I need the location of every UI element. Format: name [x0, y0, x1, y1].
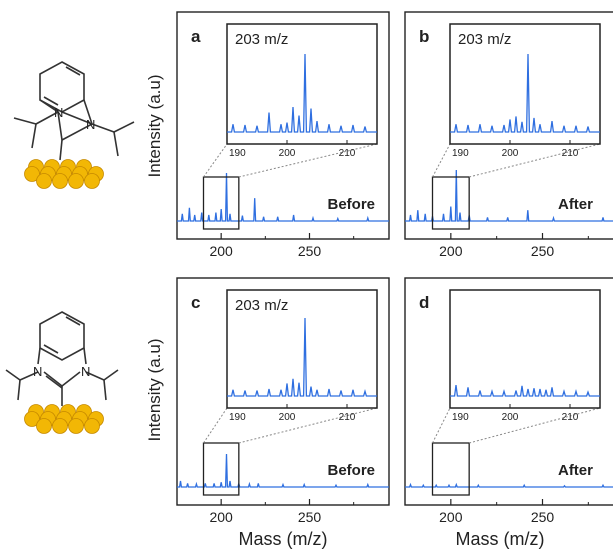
- state-label: Before: [327, 196, 375, 213]
- gold-surface-icon: [24, 404, 104, 434]
- x-axis-label-left: Mass (m/z): [239, 529, 328, 549]
- x-tick-label: 250: [298, 509, 322, 525]
- state-label: Before: [327, 462, 375, 479]
- x-tick-label: 250: [531, 509, 555, 525]
- panel-letter: d: [419, 293, 429, 312]
- inset-spectrum-line: [227, 53, 377, 133]
- zoom-region-box: [202, 442, 240, 496]
- plot-frame: [404, 11, 613, 240]
- spectrum-panel-b: 200 250 190 200 210 203 m/z b After: [404, 11, 613, 259]
- zoom-connector: [432, 407, 451, 444]
- inset-spectrum-line: [227, 317, 377, 397]
- spectrum-line: [177, 172, 389, 222]
- gold-atom: [36, 418, 52, 434]
- spectrum-panel-d: 200 250 190 200 210 d After: [404, 277, 613, 525]
- gold-atom: [52, 418, 68, 434]
- gold-atom: [84, 173, 100, 189]
- zoom-connector: [203, 143, 228, 178]
- inset-x-tick-label: 190: [452, 148, 469, 159]
- spectrum-line: [177, 453, 389, 488]
- gold-atom: [24, 411, 40, 427]
- x-axis-label-right: Mass (m/z): [456, 529, 545, 549]
- inset-spectrum-line: [450, 53, 600, 133]
- zoom-region-box: [431, 442, 470, 496]
- spectrum-line: [405, 169, 613, 222]
- inset-spectrum-line: [450, 385, 600, 397]
- y-axis-label-top: Intensity (a.u): [145, 75, 164, 178]
- x-tick-label: 250: [531, 243, 555, 259]
- inset-mass-label: 203 m/z: [235, 297, 288, 314]
- inset-x-tick-label: 190: [452, 412, 469, 423]
- inset-x-tick-label: 210: [562, 148, 579, 159]
- gold-atom: [68, 173, 84, 189]
- inset-frame: [226, 23, 378, 145]
- state-label: After: [558, 462, 593, 479]
- x-tick-label: 200: [209, 509, 233, 525]
- inset-x-tick-label: 200: [502, 412, 519, 423]
- gold-surface-icon: [24, 159, 104, 189]
- x-tick-label: 200: [439, 509, 463, 525]
- inset-x-tick-label: 190: [229, 148, 246, 159]
- gold-atom: [36, 173, 52, 189]
- x-tick-label: 250: [298, 243, 322, 259]
- panel-letter: b: [419, 27, 429, 46]
- gold-atom: [24, 166, 40, 182]
- nitrogen-label-right: N: [81, 364, 90, 379]
- gold-atom: [52, 173, 68, 189]
- zoom-connector: [203, 407, 228, 444]
- nitrogen-label-left: N: [54, 105, 63, 120]
- inset-x-tick-label: 200: [279, 148, 296, 159]
- zoom-connector: [238, 407, 378, 444]
- zoom-connector: [432, 143, 451, 178]
- gold-atom: [84, 418, 100, 434]
- inset-frame: [449, 23, 601, 145]
- state-label: After: [558, 196, 593, 213]
- x-tick-label: 200: [209, 243, 233, 259]
- inset-mass-label: 203 m/z: [458, 31, 511, 48]
- inset-frame: [226, 289, 378, 409]
- spectrum-panel-c: 200 250 190 200 210 203 m/z c Before: [176, 277, 390, 525]
- inset-x-tick-label: 190: [229, 412, 246, 423]
- molecule-bottom-structure: N N: [5, 311, 119, 434]
- zoom-connector: [469, 143, 601, 178]
- zoom-connector: [238, 143, 378, 178]
- nitrogen-label-right: N: [86, 117, 95, 132]
- inset-mass-label: 203 m/z: [235, 31, 288, 48]
- zoom-region-box: [431, 176, 470, 230]
- spectrum-line: [405, 482, 613, 488]
- nitrogen-label-left: N: [33, 364, 42, 379]
- panel-letter: c: [191, 293, 200, 312]
- inset-frame: [449, 289, 601, 409]
- inset-x-tick-label: 210: [339, 412, 356, 423]
- molecule-top-structure: N N: [13, 61, 135, 189]
- inset-x-tick-label: 200: [502, 148, 519, 159]
- spectrum-panel-a: 200 250 190 200 210 203 m/z a Before: [176, 11, 390, 259]
- inset-x-tick-label: 200: [279, 412, 296, 423]
- y-axis-label-bottom: Intensity (a.u): [145, 339, 164, 442]
- inset-x-tick-label: 210: [562, 412, 579, 423]
- gold-atom: [68, 418, 84, 434]
- zoom-connector: [469, 407, 601, 444]
- x-tick-label: 200: [439, 243, 463, 259]
- panel-letter: a: [191, 27, 201, 46]
- inset-x-tick-label: 210: [339, 148, 356, 159]
- plot-frame: [404, 277, 613, 506]
- zoom-region-box: [202, 176, 240, 230]
- plot-frame: [176, 11, 390, 240]
- plot-frame: [176, 277, 390, 506]
